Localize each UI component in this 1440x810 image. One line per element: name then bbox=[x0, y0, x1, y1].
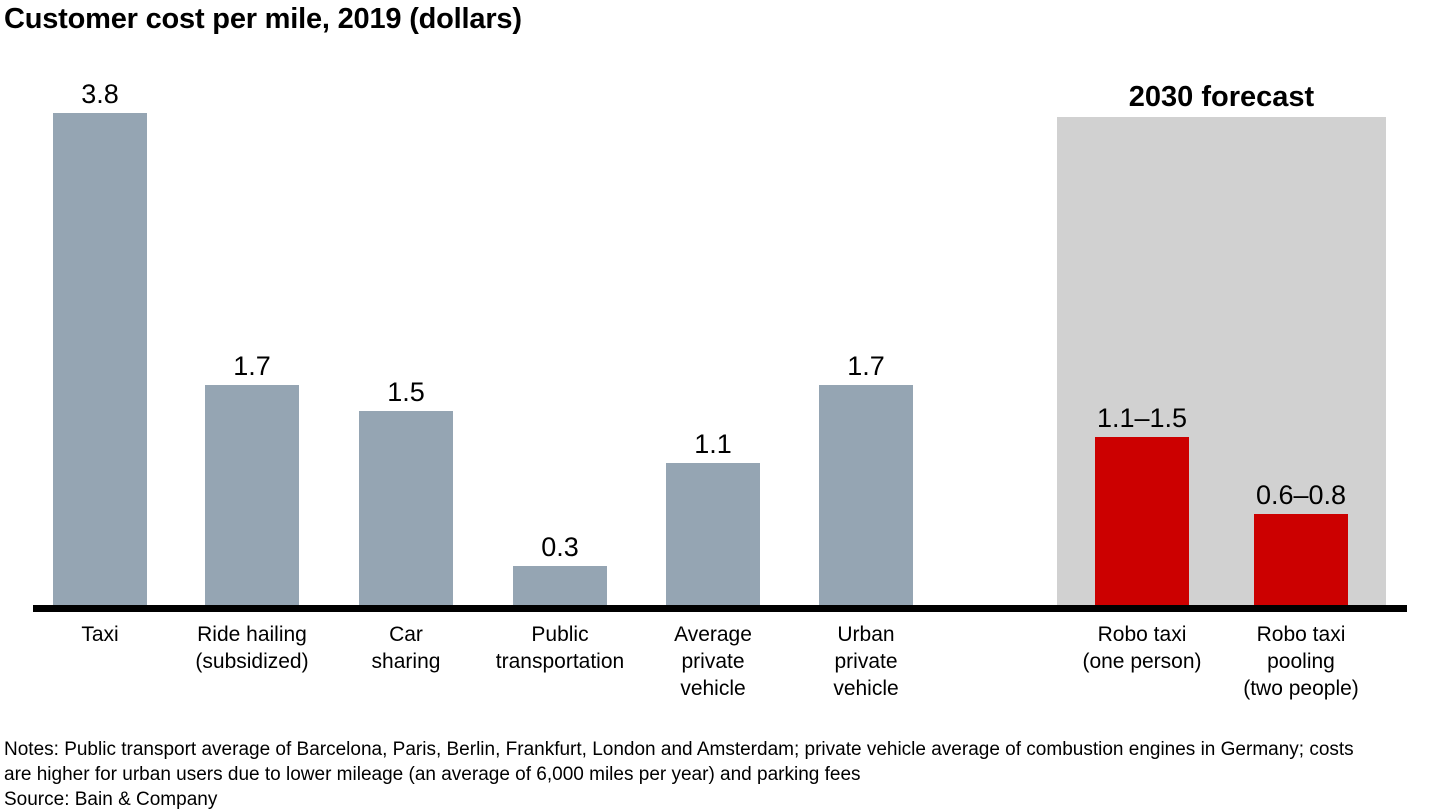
category-label-line: Taxi bbox=[81, 623, 119, 646]
category-label-line: sharing bbox=[371, 650, 441, 673]
bar-category-label-average-private-vehicle: Average private vehicle bbox=[598, 621, 828, 702]
bar-robo-taxi-one-person bbox=[1095, 437, 1189, 605]
bar-value-label-urban-private-vehicle: 1.7 bbox=[847, 351, 885, 381]
category-label-line: (one person) bbox=[1082, 650, 1202, 673]
chart-title: Customer cost per mile, 2019 (dollars) bbox=[4, 3, 522, 35]
bar-category-label-urban-private-vehicle: Urban private vehicle bbox=[751, 621, 981, 702]
bar-category-label-public-transportation: Public transportation bbox=[445, 621, 675, 675]
category-label-line: Robo taxi bbox=[1256, 623, 1346, 646]
bar-value-label-taxi: 3.8 bbox=[81, 79, 119, 109]
category-label-line: pooling bbox=[1267, 650, 1335, 673]
category-label-line: Average bbox=[674, 623, 752, 646]
category-label-line: (two people) bbox=[1243, 677, 1359, 700]
category-label-line: vehicle bbox=[833, 677, 899, 700]
bar-category-label-car-sharing: Car sharing bbox=[291, 621, 521, 675]
bar-urban-private-vehicle bbox=[819, 385, 913, 605]
bar-taxi bbox=[53, 113, 147, 605]
category-label-line: Car bbox=[389, 623, 423, 646]
bar-ride-hailing-subsidized bbox=[205, 385, 299, 605]
bar-value-label-public-transportation: 0.3 bbox=[541, 532, 579, 562]
chart-notes: Notes: Public transport average of Barce… bbox=[4, 739, 1354, 785]
category-label-line: transportation bbox=[495, 650, 625, 673]
category-label-line: (subsidized) bbox=[195, 650, 309, 673]
category-label-line: vehicle bbox=[680, 677, 746, 700]
category-label-line: Public bbox=[531, 623, 589, 646]
bar-category-label-taxi: Taxi bbox=[0, 621, 215, 648]
bar-value-label-average-private-vehicle: 1.1 bbox=[694, 429, 732, 459]
bar-value-label-robo-taxi-pooling-two-people: 0.6–0.8 bbox=[1255, 480, 1347, 510]
bar-robo-taxi-pooling-two-people bbox=[1254, 514, 1348, 605]
category-label-line: Robo taxi bbox=[1097, 623, 1187, 646]
bar-category-label-robo-taxi-one-person: Robo taxi (one person) bbox=[1027, 621, 1257, 675]
category-label-line: Ride hailing bbox=[197, 623, 307, 646]
forecast-region-label: 2030 forecast bbox=[1128, 81, 1315, 113]
bar-average-private-vehicle bbox=[666, 463, 760, 605]
bar-category-label-ride-hailing-subsidized: Ride hailing (subsidized) bbox=[137, 621, 367, 675]
bar-value-label-robo-taxi-one-person: 1.1–1.5 bbox=[1096, 403, 1188, 433]
category-label-line: private bbox=[681, 650, 745, 673]
bar-value-label-ride-hailing-subsidized: 1.7 bbox=[233, 351, 271, 381]
bar-public-transportation bbox=[513, 566, 607, 605]
bar-category-label-robo-taxi-pooling-two-people: Robo taxi pooling (two people) bbox=[1186, 621, 1416, 702]
bar-value-label-car-sharing: 1.5 bbox=[387, 377, 425, 407]
chart-source: Source: Bain & Company bbox=[4, 789, 218, 810]
bar-car-sharing bbox=[359, 411, 453, 605]
category-label-line: private bbox=[834, 650, 898, 673]
category-label-line: Urban bbox=[837, 623, 895, 646]
x-axis-line bbox=[33, 605, 1407, 612]
